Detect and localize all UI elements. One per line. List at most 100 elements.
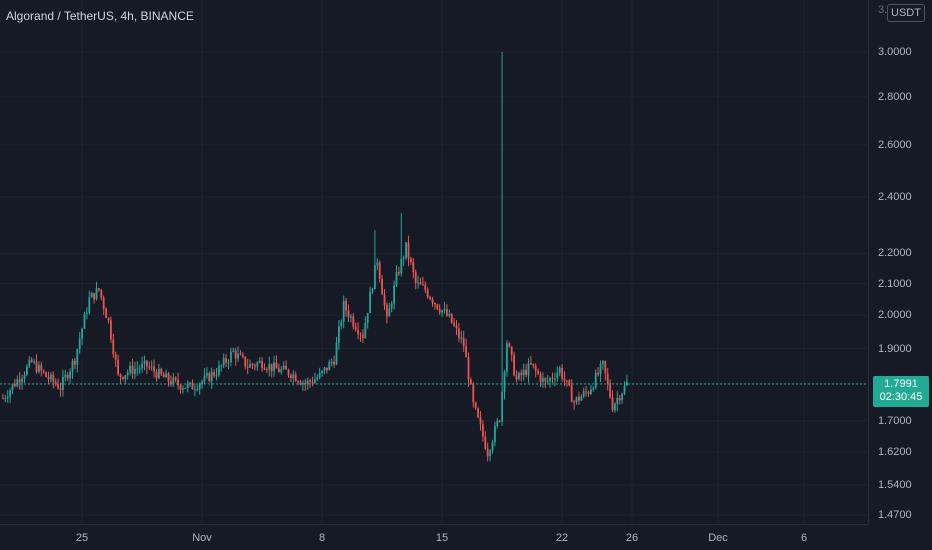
candle-body bbox=[489, 450, 491, 457]
candle-body bbox=[90, 292, 93, 298]
candle-body bbox=[35, 361, 38, 372]
candle-body bbox=[407, 242, 410, 259]
candle-body bbox=[285, 365, 287, 370]
candle-body bbox=[222, 358, 225, 366]
candle-body bbox=[429, 296, 431, 300]
candle-body bbox=[292, 374, 295, 379]
candle-body bbox=[179, 385, 182, 390]
candle-body bbox=[57, 384, 59, 389]
chart-grid bbox=[0, 0, 868, 524]
candle-body bbox=[467, 357, 470, 380]
candle-body bbox=[585, 391, 587, 393]
candle-body bbox=[210, 372, 213, 382]
candle-body bbox=[441, 310, 443, 313]
y-tick-label: 1.7000 bbox=[878, 414, 912, 427]
y-tick-label: 2.2000 bbox=[878, 247, 912, 260]
candle-body bbox=[345, 300, 347, 311]
candle-body bbox=[378, 262, 381, 279]
time-axis[interactable]: 25 Nov 8 15 22 26 Dec 6 bbox=[0, 524, 868, 550]
candle-body bbox=[47, 377, 50, 380]
candle-body bbox=[136, 368, 139, 370]
symbol-legend[interactable]: Algorand / TetherUS, 4h, BINANCE bbox=[6, 9, 194, 23]
candle-body bbox=[186, 383, 189, 389]
candle-body bbox=[107, 317, 110, 321]
candle-body bbox=[453, 323, 455, 326]
candle-body bbox=[227, 362, 230, 364]
candle-body bbox=[294, 374, 297, 382]
candle-body bbox=[594, 372, 597, 388]
candle-body bbox=[618, 398, 621, 401]
candle-body bbox=[438, 308, 441, 313]
candle-body bbox=[170, 381, 172, 385]
candle-body bbox=[126, 372, 129, 376]
bar-countdown: 02:30:45 bbox=[879, 390, 923, 403]
candle-body bbox=[134, 368, 136, 374]
candle-body bbox=[400, 258, 403, 274]
candle-body bbox=[462, 337, 465, 347]
candle-body bbox=[417, 282, 419, 284]
currency-unit-badge[interactable]: USDT bbox=[887, 4, 925, 22]
candle-body bbox=[194, 389, 196, 391]
candle-body bbox=[69, 371, 71, 379]
candle-body bbox=[225, 358, 227, 363]
candle-body bbox=[95, 288, 98, 300]
candle-body bbox=[448, 313, 451, 316]
candle-body bbox=[275, 362, 278, 369]
y-tick-label: 2.1000 bbox=[878, 277, 912, 290]
candle-body bbox=[76, 349, 79, 365]
candle-body bbox=[201, 381, 203, 385]
candle-body bbox=[364, 322, 367, 339]
candle-body bbox=[520, 372, 523, 376]
candle-body bbox=[518, 372, 520, 380]
candle-body bbox=[218, 365, 220, 376]
candle-body bbox=[21, 378, 23, 383]
candle-body bbox=[527, 363, 530, 376]
candle-body bbox=[383, 294, 386, 305]
candle-body bbox=[436, 304, 439, 309]
candle-body bbox=[534, 365, 537, 371]
candle-body bbox=[546, 381, 549, 383]
candle-body bbox=[50, 374, 52, 380]
candle-body bbox=[122, 376, 124, 379]
candle-body bbox=[496, 420, 499, 427]
candle-body bbox=[477, 408, 479, 418]
candle-body bbox=[191, 382, 194, 390]
candle-body bbox=[556, 372, 559, 379]
candle-body bbox=[177, 379, 179, 386]
candle-body bbox=[465, 346, 467, 358]
candle-body bbox=[244, 356, 247, 367]
candle-body bbox=[40, 364, 43, 371]
candle-body bbox=[254, 365, 256, 367]
candle-body bbox=[117, 359, 119, 374]
candle-body bbox=[14, 384, 16, 387]
price-chart[interactable] bbox=[0, 0, 868, 524]
candle-body bbox=[381, 278, 383, 295]
candle-body bbox=[270, 363, 273, 371]
candle-body bbox=[74, 360, 76, 365]
candle-body bbox=[165, 373, 167, 378]
candle-body bbox=[498, 420, 501, 422]
candle-body bbox=[568, 380, 571, 386]
candle-body bbox=[71, 360, 74, 372]
candle-body bbox=[4, 398, 7, 400]
candle-body bbox=[64, 374, 67, 377]
candle-body bbox=[143, 360, 146, 364]
candle-body bbox=[590, 389, 592, 394]
price-axis[interactable]: 1.47001.54001.62001.70001.80001.90002.00… bbox=[868, 0, 932, 524]
candle-body bbox=[398, 271, 400, 274]
candle-body bbox=[522, 369, 525, 376]
candle-body bbox=[268, 363, 271, 370]
last-price-tag: 1.7991 02:30:45 bbox=[873, 375, 929, 407]
candle-body bbox=[419, 282, 422, 285]
candle-body bbox=[81, 328, 83, 339]
candle-body bbox=[124, 375, 127, 379]
candle-body bbox=[9, 390, 11, 398]
candle-body bbox=[335, 342, 338, 365]
last-price-value: 1.7991 bbox=[884, 377, 918, 390]
candle-body bbox=[273, 362, 275, 371]
candle-body bbox=[506, 343, 508, 372]
candle-body bbox=[460, 337, 463, 339]
candle-body bbox=[390, 303, 393, 309]
candle-body bbox=[42, 370, 45, 373]
x-tick-label: 22 bbox=[555, 532, 569, 544]
